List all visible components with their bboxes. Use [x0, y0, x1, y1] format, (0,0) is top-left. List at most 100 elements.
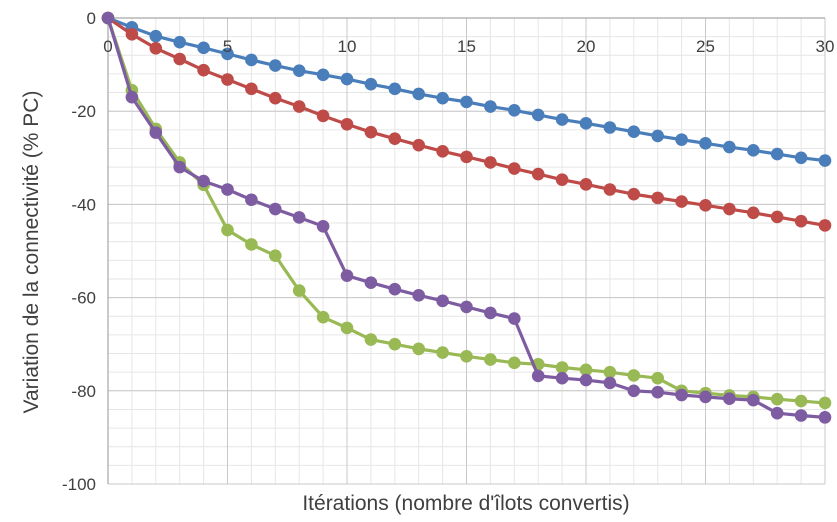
data-point: [340, 269, 354, 282]
data-point: [579, 178, 593, 191]
data-point: [245, 82, 258, 96]
data-point: [269, 202, 282, 216]
data-point: [651, 371, 664, 385]
data-point: [340, 72, 354, 86]
data-point: [675, 388, 688, 402]
data-point: [269, 249, 282, 262]
y-tick-label: -100: [62, 475, 96, 494]
data-point: [388, 337, 402, 351]
data-point: [794, 394, 808, 408]
x-axis-title: Itérations (nombre d'îlots convertis): [302, 492, 629, 515]
data-point: [292, 100, 306, 113]
data-point: [651, 129, 664, 143]
data-point: [818, 219, 832, 232]
data-point: [412, 288, 426, 302]
y-tick-label: -20: [71, 102, 96, 121]
y-axis-title: Variation de la connectivité (% PC): [20, 91, 43, 414]
data-point: [723, 140, 736, 154]
data-point: [484, 156, 497, 169]
x-tick-label: 30: [816, 37, 835, 56]
x-tick-label: 25: [696, 37, 715, 56]
data-point: [484, 353, 497, 366]
data-point: [388, 82, 402, 96]
data-point: [364, 276, 378, 289]
data-point: [555, 371, 569, 385]
data-point: [316, 68, 330, 82]
data-point: [149, 126, 163, 139]
data-point: [364, 125, 378, 139]
data-point: [531, 369, 545, 383]
data-point: [675, 133, 688, 146]
data-point: [412, 138, 426, 152]
data-point: [149, 41, 163, 55]
data-point: [269, 91, 282, 105]
data-point: [388, 132, 402, 145]
series-2: [101, 11, 832, 232]
data-point: [555, 173, 569, 187]
data-point: [818, 411, 832, 424]
data-point: [340, 321, 354, 335]
data-point: [770, 406, 784, 420]
data-point: [603, 121, 617, 134]
x-tick-label: 20: [577, 37, 596, 56]
data-point: [340, 117, 354, 131]
data-point: [173, 35, 186, 49]
data-point: [579, 363, 593, 377]
data-point: [292, 284, 306, 297]
data-point: [436, 294, 449, 308]
x-tick-label: 15: [457, 37, 476, 56]
x-tick-label: 10: [338, 37, 357, 56]
y-tick-label: -80: [71, 382, 96, 401]
data-point: [770, 392, 784, 406]
data-point: [627, 369, 641, 382]
axes: [107, 17, 825, 484]
data-point: [101, 11, 115, 25]
data-point: [269, 59, 282, 72]
data-point: [508, 312, 521, 325]
data-point: [221, 73, 234, 86]
data-point: [794, 151, 808, 165]
data-point: [125, 90, 139, 104]
series-layer: [101, 11, 832, 424]
data-point: [245, 53, 258, 67]
data-point: [747, 393, 760, 407]
data-point: [508, 356, 521, 370]
data-point: [316, 220, 330, 233]
data-point: [245, 238, 258, 251]
data-point: [292, 211, 306, 224]
data-point: [579, 373, 593, 387]
data-point: [388, 282, 402, 296]
data-point: [818, 396, 832, 410]
data-point: [412, 87, 426, 101]
data-point: [555, 361, 569, 374]
data-point: [173, 160, 186, 174]
data-point: [460, 95, 473, 109]
data-point: [221, 47, 234, 61]
data-point: [364, 77, 378, 91]
data-point: [149, 29, 163, 43]
y-tick-label: 0: [87, 9, 96, 28]
data-point: [221, 183, 234, 196]
data-point: [699, 390, 712, 404]
data-point: [794, 409, 808, 422]
data-point: [531, 108, 545, 122]
data-point: [603, 376, 617, 390]
data-point: [197, 63, 210, 77]
data-point: [460, 150, 473, 164]
data-point: [292, 64, 306, 77]
data-point: [627, 384, 641, 398]
x-tick-label: 0: [103, 37, 112, 56]
data-point: [627, 125, 641, 139]
data-point: [484, 306, 497, 320]
data-point: [531, 167, 545, 181]
data-point: [747, 144, 760, 157]
data-point: [603, 365, 617, 379]
data-point: [436, 91, 449, 105]
major-gridlines: [107, 17, 826, 485]
data-point: [675, 195, 688, 208]
data-point: [245, 193, 258, 207]
data-point: [794, 214, 808, 228]
data-point: [221, 223, 234, 237]
data-point: [197, 41, 210, 55]
